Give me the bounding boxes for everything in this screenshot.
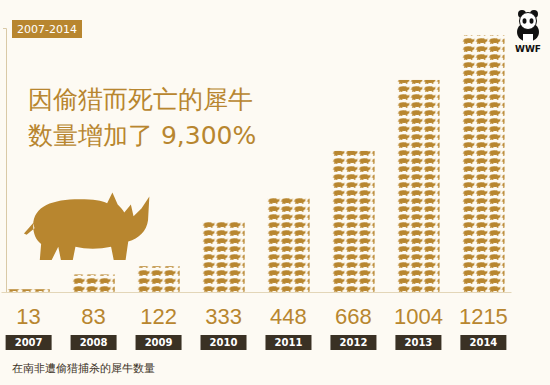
- data-label: 1215: [459, 304, 508, 329]
- x-tick-label: 2012: [340, 337, 368, 348]
- y-tick-mark: [3, 28, 6, 29]
- x-tick: 2009: [136, 335, 182, 350]
- bar: [462, 35, 504, 292]
- logo-head: [520, 13, 537, 30]
- chart: 2007-2014因偷猎而死亡的犀牛数量增加了 9,300%WWF2007200…: [0, 0, 550, 385]
- data-label: 13: [16, 304, 40, 329]
- x-tick: 2014: [460, 335, 506, 350]
- year-box: [201, 335, 247, 350]
- x-tick: 2011: [265, 335, 311, 350]
- x-tick-label: 2009: [145, 337, 173, 348]
- bar: [332, 151, 374, 292]
- x-tick-label: 2013: [404, 337, 432, 348]
- data-label: 1004: [394, 304, 443, 329]
- x-axis-label: 在南非遭偷猎捕杀的犀牛数量: [12, 362, 155, 375]
- rhino-illustration: [24, 193, 149, 260]
- data-label: 122: [140, 304, 177, 329]
- title: 数量增加了 9,300%: [28, 121, 256, 150]
- x-tick: 2008: [71, 335, 117, 350]
- x-tick: 2012: [330, 335, 376, 350]
- bar: [137, 266, 179, 292]
- logo-eye: [523, 18, 527, 24]
- x-tick-label: 2011: [275, 337, 303, 348]
- bars: [7, 35, 504, 292]
- year-box: [460, 335, 506, 350]
- x-tick-label: 2010: [210, 337, 238, 348]
- x-tick-label: 2014: [469, 337, 497, 348]
- subtitle: 2007-2014: [17, 23, 77, 36]
- data-label: 448: [270, 304, 307, 329]
- title: 因偷猎而死亡的犀牛: [28, 85, 253, 114]
- data-label: 83: [81, 304, 105, 329]
- bar: [397, 80, 439, 292]
- bar: [72, 274, 114, 292]
- logo-eye: [530, 18, 534, 24]
- logo-chest: [523, 34, 533, 42]
- y-axis-line: [3, 29, 7, 293]
- annotation: WWF: [515, 44, 541, 54]
- x-axis-line: [2, 292, 512, 293]
- x-tick: 2007: [6, 335, 52, 350]
- year-box: [136, 335, 182, 350]
- y-tick: [3, 28, 6, 29]
- y-axis: [3, 29, 7, 293]
- year-box: [6, 335, 52, 350]
- background: [0, 0, 550, 385]
- bar: [7, 289, 49, 292]
- data-label: 333: [205, 304, 242, 329]
- subtitle-box: [12, 20, 82, 38]
- logo: [517, 10, 539, 42]
- year-box: [395, 335, 441, 350]
- data-labels: 13 83 122 333 448 668 1004 1215: [16, 304, 507, 329]
- x-tick-label: 2007: [15, 337, 43, 348]
- x-tick-label: 2008: [80, 337, 108, 348]
- data-label: 668: [335, 304, 372, 329]
- year-box: [71, 335, 117, 350]
- x-tick: 2013: [395, 335, 441, 350]
- x-tick: 2010: [201, 335, 247, 350]
- x-axis: 2007 2008 2009 2010 2011 2012 2013 2014: [2, 293, 512, 351]
- bar: [267, 197, 309, 292]
- bar: [202, 222, 244, 292]
- year-box: [330, 335, 376, 350]
- year-box: [265, 335, 311, 350]
